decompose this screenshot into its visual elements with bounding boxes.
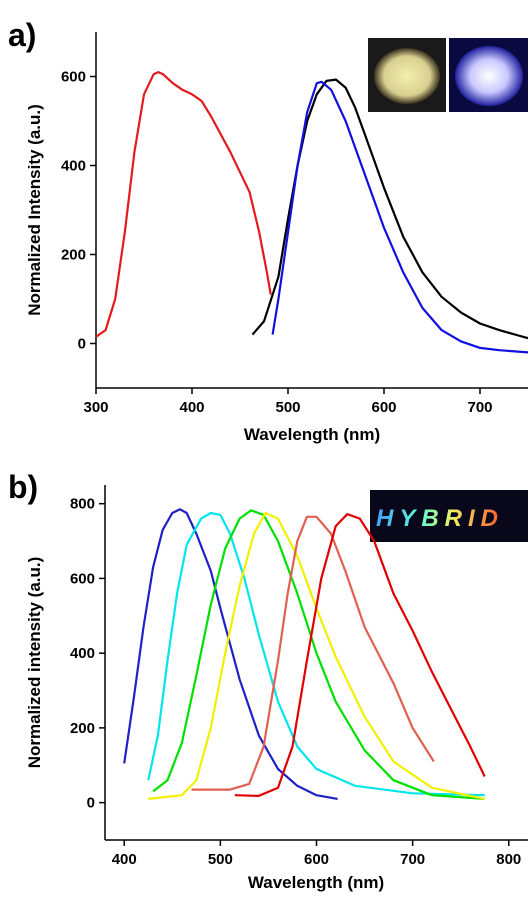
y-tick-label: 0 — [87, 795, 95, 812]
y-tick-label: 0 — [78, 336, 86, 353]
x-tick-label: 400 — [179, 399, 204, 416]
y-tick-label: 200 — [70, 720, 95, 737]
y-tick-label: 600 — [70, 570, 95, 587]
data-line — [251, 78, 528, 340]
data-line — [271, 80, 528, 354]
panel-label: a) — [8, 17, 36, 53]
x-tick-label: 400 — [112, 851, 137, 868]
inset-photo-b — [370, 490, 528, 542]
data-line — [123, 508, 338, 800]
y-tick-label: 400 — [70, 645, 95, 662]
data-line — [148, 511, 485, 800]
x-axis-title: Wavelength (nm) — [244, 425, 380, 444]
y-axis-title: Normalized intensity (a.u.) — [25, 557, 44, 769]
y-tick-label: 200 — [61, 247, 86, 264]
x-tick-label: 500 — [208, 851, 233, 868]
inset-photos-a — [368, 38, 528, 112]
panel-label: b) — [8, 469, 38, 505]
x-tick-label: 600 — [304, 851, 329, 868]
x-tick-label: 500 — [275, 399, 300, 416]
data-line — [191, 515, 435, 791]
inset-text: HYBRID — [376, 505, 504, 532]
x-tick-label: 600 — [371, 399, 396, 416]
data-line — [147, 511, 485, 797]
x-tick-label: 800 — [496, 851, 521, 868]
x-tick-label: 300 — [83, 399, 108, 416]
x-axis-title: Wavelength (nm) — [248, 873, 384, 892]
x-tick-label: 700 — [400, 851, 425, 868]
y-tick-label: 800 — [70, 496, 95, 513]
data-line — [95, 71, 272, 338]
y-tick-label: 400 — [61, 158, 86, 175]
data-line — [234, 513, 486, 797]
y-axis-title: Normalized Intensity (a.u.) — [25, 104, 44, 316]
y-tick-label: 600 — [61, 69, 86, 86]
x-tick-label: 700 — [467, 399, 492, 416]
